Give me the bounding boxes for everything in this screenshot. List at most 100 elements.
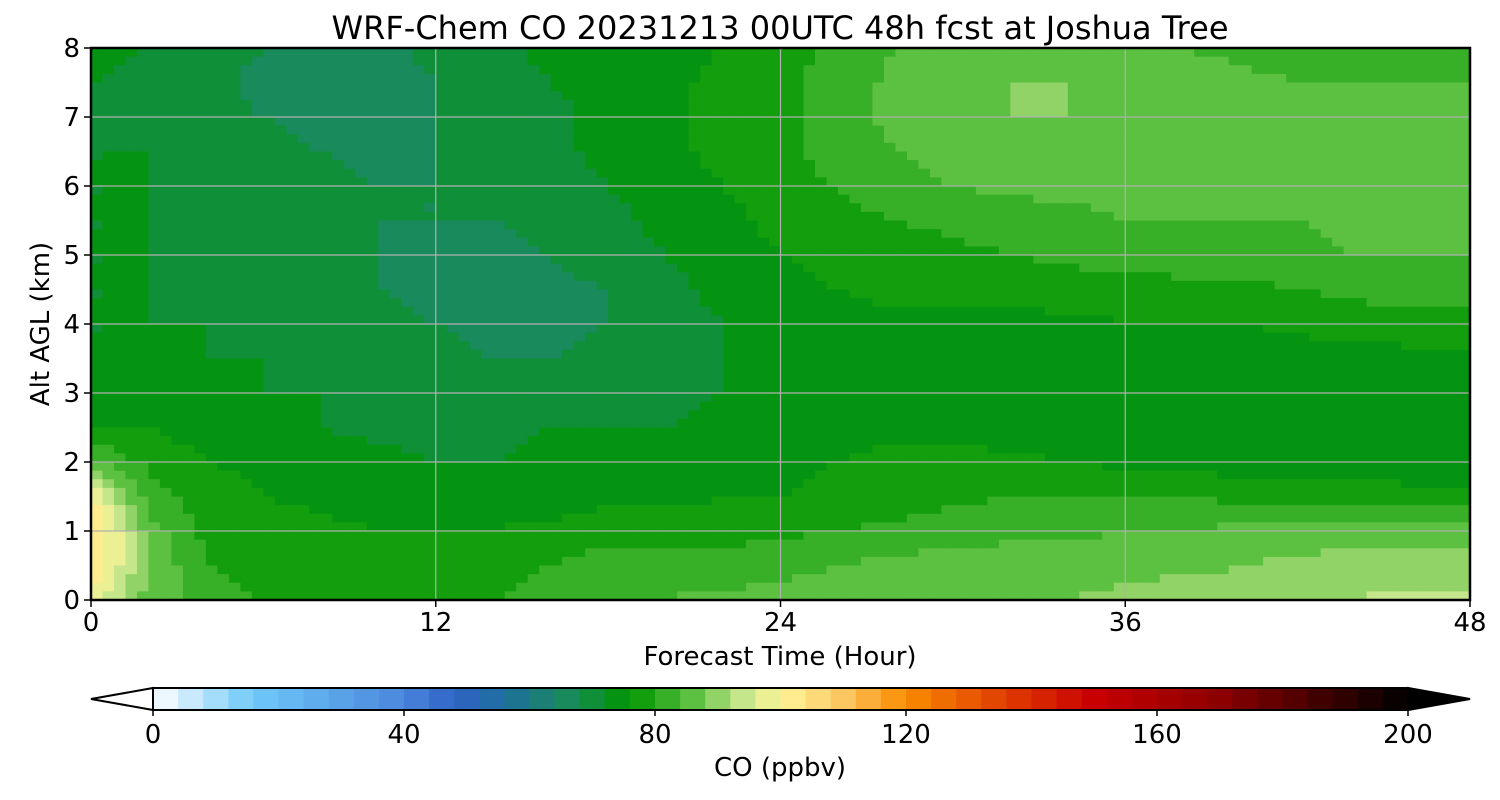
contour-cell [343,168,356,178]
contour-cell [159,56,173,66]
contour-cell [217,393,230,403]
contour-cell [516,272,529,282]
contour-cell [1171,48,1184,58]
contour-cell [1366,367,1379,377]
contour-cell [1263,211,1276,222]
contour-cell [1343,324,1356,334]
contour-cell [1067,203,1080,213]
contour-cell [895,315,908,325]
contour-cell [481,160,494,170]
contour-cell [1458,272,1471,282]
contour-cell [113,341,127,351]
contour-cell [171,108,184,118]
contour-cell [952,393,965,403]
contour-cell [1447,246,1460,256]
contour-cell [1113,160,1126,170]
contour-cell [1251,56,1264,66]
contour-cell [1194,117,1207,127]
contour-cell [1159,367,1172,377]
contour-cell [1343,117,1356,127]
contour-cell [1274,375,1287,385]
contour-cell [1309,384,1322,394]
contour-cell [412,82,425,92]
contour-cell [814,177,828,187]
contour-cell [746,73,759,84]
contour-cell [711,91,724,101]
contour-cell [481,117,494,127]
contour-cell [1067,341,1080,351]
contour-cell [654,289,667,299]
contour-cell [964,272,977,282]
contour-cell [780,220,793,230]
contour-cell [332,298,345,308]
contour-cell [941,125,954,135]
contour-cell [1090,315,1103,325]
contour-cell [642,117,655,127]
contour-cell [1148,177,1161,187]
contour-cell [941,99,954,109]
contour-cell [504,117,517,127]
contour-cell [941,229,954,239]
contour-cell [895,211,908,222]
contour-cell [1125,48,1138,58]
contour-cell [355,401,368,411]
contour-cell [148,263,161,273]
contour-cell [734,48,747,58]
contour-cell [1194,65,1207,75]
contour-cell [217,203,230,213]
contour-cell [1412,367,1425,377]
contour-cell [412,367,425,377]
contour-cell [585,142,598,153]
contour-cell [596,298,609,308]
contour-cell [378,117,391,127]
contour-cell [1240,211,1253,222]
contour-cell [274,160,287,170]
contour-cell [906,56,919,66]
contour-cell [389,91,402,101]
contour-cell [987,211,1000,222]
contour-cell [1056,160,1069,170]
contour-cell [791,246,805,256]
contour-cell [929,332,942,342]
contour-cell [1021,272,1034,282]
contour-cell [458,194,471,204]
contour-cell [780,168,793,178]
contour-cell [527,246,540,256]
contour-cell [585,203,598,213]
contour-cell [171,220,184,230]
contour-cell [1401,142,1414,153]
contour-cell [481,367,494,377]
contour-cell [205,134,219,144]
contour-cell [826,142,839,153]
contour-cell [1171,349,1184,360]
contour-cell [481,168,494,178]
contour-cell [895,82,908,92]
contour-cell [826,48,839,58]
contour-cell [527,134,540,144]
contour-cell [895,168,908,178]
contour-cell [952,246,965,256]
contour-cell [136,142,150,153]
contour-cell [274,289,287,299]
contour-cell [1286,151,1299,161]
contour-cell [791,298,805,308]
contour-cell [424,255,437,265]
contour-cell [803,108,816,118]
contour-cell [1217,177,1230,187]
contour-cell [1044,315,1057,325]
contour-cell [274,117,287,127]
contour-cell [987,289,1000,299]
contour-cell [849,306,862,316]
contour-cell [642,298,655,308]
contour-cell [1309,393,1322,403]
contour-cell [504,401,517,411]
contour-cell [194,73,207,84]
contour-cell [148,246,161,256]
contour-cell [458,367,471,377]
contour-cell [320,263,333,273]
contour-cell [1297,82,1310,92]
contour-cell [332,237,345,247]
contour-cell [102,134,115,144]
contour-cell [619,393,632,403]
contour-cell [550,160,563,170]
